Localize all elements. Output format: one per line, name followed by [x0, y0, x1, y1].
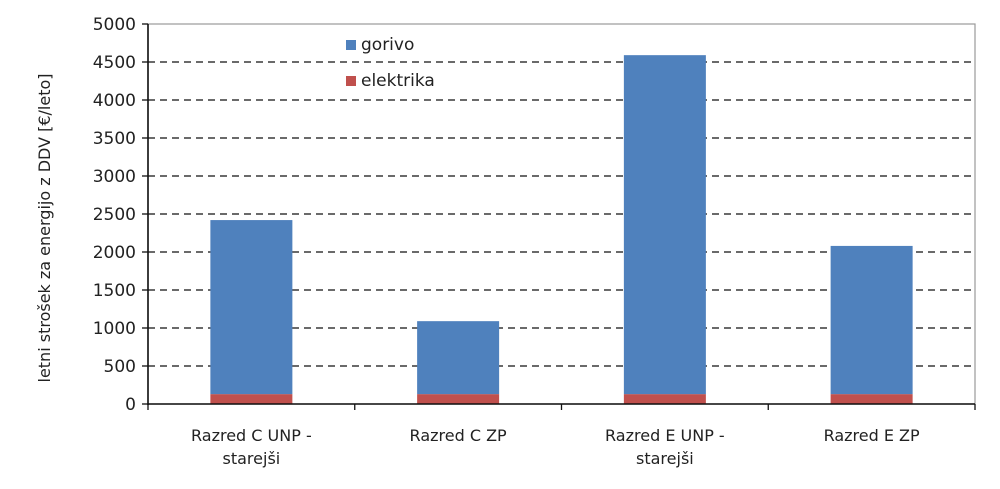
x-category-label: Razred E UNP -starejši	[605, 426, 725, 468]
bar-segment-elektrika	[830, 394, 913, 404]
y-tick-label: 3000	[93, 167, 136, 187]
x-axis-categories: Razred C UNP -starejši Razred C ZP Razred …	[191, 426, 920, 468]
legend-item-gorivo: gorivo	[346, 35, 414, 55]
bar-stack	[830, 245, 913, 404]
bar-stack	[210, 220, 293, 404]
bar-segment-gorivo	[417, 321, 500, 395]
y-tick-label: 3500	[93, 129, 136, 149]
y-axis-ticks: 0 500 1000 1500 2000 2500 3000 3500 4000 4500 5000	[93, 15, 148, 415]
x-category-label: Razred C ZP	[410, 426, 508, 445]
y-tick-label: 5000	[93, 15, 136, 35]
bar-segment-gorivo	[210, 220, 293, 395]
legend-item-elektrika: elektrika	[346, 71, 435, 91]
y-tick-label: 2500	[93, 205, 136, 225]
legend-label: gorivo	[361, 35, 414, 55]
legend-label: elektrika	[361, 71, 435, 91]
y-tick-label: 500	[104, 357, 136, 377]
y-tick-label: 0	[125, 395, 136, 415]
y-tick-label: 2000	[93, 243, 136, 263]
y-tick-label: 4500	[93, 53, 136, 73]
x-category-label: Razred E ZP	[824, 426, 920, 445]
x-category-label: Razred C UNP -starejši	[191, 426, 312, 468]
bar-segment-gorivo	[830, 245, 913, 395]
legend-swatch	[346, 40, 356, 50]
y-axis-label: letni strošek za energijo z DDV [€/leto]	[35, 73, 54, 382]
legend: gorivo elektrika	[346, 35, 435, 91]
bar-stack	[417, 321, 500, 404]
y-tick-label: 1500	[93, 281, 136, 301]
y-tick-label: 4000	[93, 91, 136, 111]
bar-stack	[623, 55, 706, 404]
bar-segment-elektrika	[210, 394, 293, 404]
legend-swatch	[346, 76, 356, 86]
bar-segment-gorivo	[623, 55, 706, 395]
bar-segment-elektrika	[417, 394, 500, 404]
y-tick-label: 1000	[93, 319, 136, 339]
bars	[210, 55, 913, 404]
bar-segment-elektrika	[623, 394, 706, 404]
